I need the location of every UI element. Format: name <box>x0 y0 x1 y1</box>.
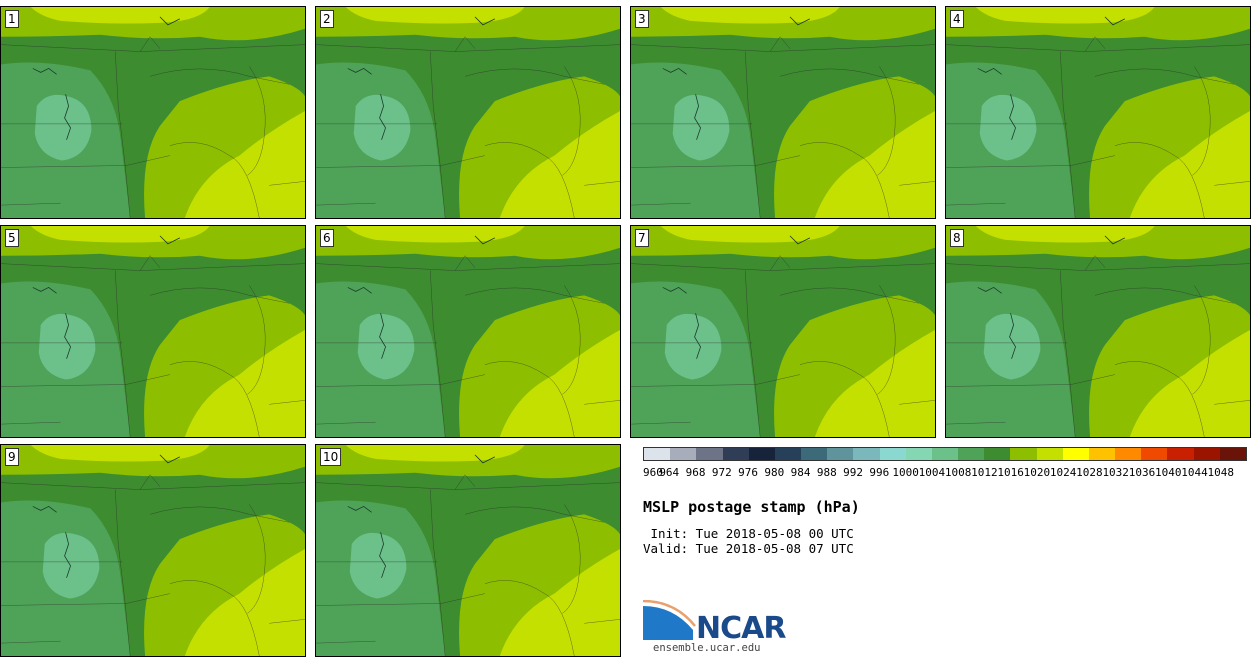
member-number-label: 6 <box>320 229 334 247</box>
colorbar-cell <box>879 448 906 460</box>
colorbar-cell <box>1010 448 1037 460</box>
colorbar-cell <box>1062 448 1089 460</box>
member-number-label: 4 <box>950 10 964 28</box>
colorbar-cell <box>644 448 671 460</box>
colorbar-tick-label: 1012 <box>971 466 998 479</box>
colorbar-cell <box>1141 448 1168 460</box>
colorbar-cell <box>801 448 828 460</box>
member-9-map: 9 <box>0 444 306 657</box>
colorbar-cell <box>774 448 802 460</box>
colorbar-tick-label: 996 <box>869 466 890 479</box>
ncar-logo-icon <box>643 600 696 640</box>
colorbar-tick-label: 972 <box>711 466 732 479</box>
valid-time: Valid: Tue 2018-05-08 07 UTC <box>643 541 854 556</box>
member-5-map: 5 <box>0 225 306 438</box>
member-3-map: 3 <box>630 6 936 219</box>
colorbar-tick-label: 964 <box>659 466 680 479</box>
member-8-map: 8 <box>945 225 1251 438</box>
member-number-label: 7 <box>635 229 649 247</box>
colorbar-cell <box>958 448 985 460</box>
member-number-label: 8 <box>950 229 964 247</box>
colorbar-tick-label: 1008 <box>944 466 972 479</box>
colorbar-cell <box>905 448 932 460</box>
member-number-label: 5 <box>5 229 19 247</box>
colorbar-tick-label: 1044 <box>1181 466 1208 479</box>
colorbar-cell <box>1193 448 1220 460</box>
colorbar-cell <box>748 448 775 460</box>
colorbar-cell <box>1219 448 1246 460</box>
colorbar-tick-label: 1032 <box>1102 466 1129 479</box>
site-url: ensemble.ucar.edu <box>653 642 761 654</box>
colorbar-cell <box>1088 448 1116 460</box>
colorbar-cell <box>853 448 880 460</box>
colorbar-tick-label: 1036 <box>1128 466 1156 479</box>
colorbar-cell <box>722 448 749 460</box>
colorbar-tick-label: 1040 <box>1154 466 1182 479</box>
init-time: Init: Tue 2018-05-08 00 UTC <box>643 526 854 541</box>
member-number-label: 2 <box>320 10 334 28</box>
member-number-label: 9 <box>5 448 19 466</box>
colorbar <box>643 447 1247 461</box>
colorbar-tick-label: 984 <box>790 466 811 479</box>
colorbar-tick-label: 1016 <box>997 466 1024 479</box>
colorbar-cell <box>931 448 959 460</box>
chart-title: MSLP postage stamp (hPa) <box>643 498 860 516</box>
member-6-map: 6 <box>315 225 621 438</box>
colorbar-tick-label: 976 <box>738 466 758 479</box>
colorbar-tick-label: 988 <box>816 466 837 479</box>
member-number-label: 3 <box>635 10 649 28</box>
member-2-map: 2 <box>315 6 621 219</box>
colorbar-cell <box>696 448 723 460</box>
colorbar-cell <box>827 448 854 460</box>
colorbar-cell <box>670 448 697 460</box>
member-1-map: 1 <box>0 6 306 219</box>
colorbar-tick-label: 1048 <box>1207 466 1234 479</box>
member-number-label: 10 <box>320 448 342 466</box>
colorbar-cell <box>984 448 1011 460</box>
ncar-logo-text: NCAR <box>696 611 786 646</box>
colorbar-tick-label: 960 <box>643 466 663 479</box>
member-10-map: 10 <box>315 444 621 657</box>
member-number-label: 1 <box>5 10 19 28</box>
colorbar-ticks: 960 964 968 972 976 980 984 988 992 996 1000 1004 10… <box>643 466 1247 480</box>
colorbar-tick-label: 1020 <box>1023 466 1051 479</box>
colorbar-tick-label: 968 <box>685 466 706 479</box>
colorbar-tick-label: 1024 <box>1049 466 1077 479</box>
colorbar-tick-label: 992 <box>843 466 864 479</box>
member-7-map: 7 <box>630 225 936 438</box>
colorbar-cell <box>1167 448 1194 460</box>
colorbar-tick-label: 1000 <box>892 466 919 479</box>
colorbar-tick-label: 1028 <box>1076 466 1103 479</box>
colorbar-cell <box>1036 448 1063 460</box>
member-4-map: 4 <box>945 6 1251 219</box>
colorbar-tick-label: 980 <box>764 466 785 479</box>
colorbar-cell <box>1115 448 1142 460</box>
colorbar-tick-label: 1004 <box>918 466 946 479</box>
